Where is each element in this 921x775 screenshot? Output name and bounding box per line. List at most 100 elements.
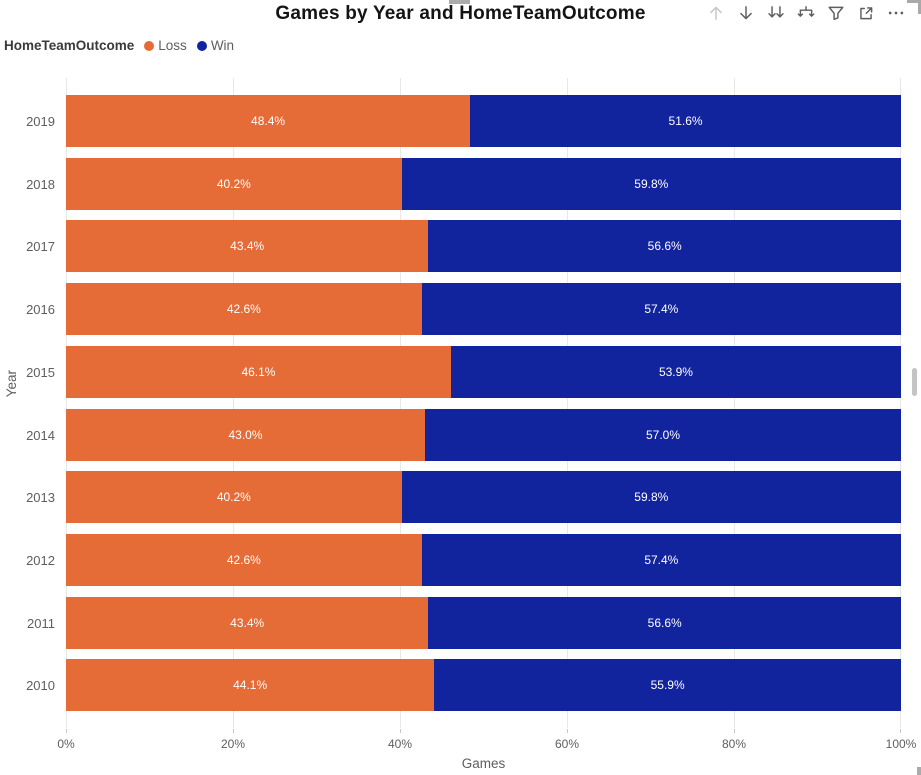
bar-data-label: 57.4% [644, 302, 679, 317]
bar-track: 40.2% 59.8% [66, 471, 901, 524]
gridline-20 [233, 78, 234, 728]
legend-swatch-loss [144, 40, 155, 51]
legend-item-label: Win [210, 38, 235, 53]
bar-track: 44.1% 55.9% [66, 659, 901, 712]
bar-track: 46.1% 53.9% [66, 345, 901, 398]
drill-up-icon [707, 4, 725, 22]
x-axis-tick [233, 729, 234, 733]
bar-segment-win[interactable]: 53.9% [450, 345, 901, 398]
bar-data-label: 42.6% [226, 552, 261, 567]
legend-item-loss[interactable]: Loss [144, 38, 187, 53]
gridline-80 [734, 78, 735, 728]
bar-segment-loss[interactable]: 40.2% [66, 471, 402, 524]
bar-segment-win[interactable]: 56.6% [428, 220, 901, 273]
bar-data-label: 43.0% [228, 427, 263, 442]
corner-handle-top-right[interactable] [907, 0, 921, 14]
x-axis-tick-label: 20% [220, 737, 246, 751]
bar-segment-win[interactable]: 59.8% [401, 157, 901, 210]
x-axis: 0% 20% 40% 60% 80% 100% [57, 729, 916, 755]
drill-down-icon[interactable] [737, 4, 755, 22]
bar-segment-loss[interactable]: 43.4% [66, 220, 429, 273]
bar-segment-loss[interactable]: 42.6% [66, 533, 422, 586]
x-axis-tick-label: 80% [721, 737, 747, 751]
more-options-icon[interactable] [887, 4, 905, 22]
bar-segment-loss[interactable]: 42.6% [66, 283, 422, 336]
y-axis-label: 2011 [27, 615, 55, 631]
bar-segment-win[interactable]: 59.8% [401, 471, 901, 524]
bar-segment-loss[interactable]: 44.1% [66, 659, 435, 712]
legend: HomeTeamOutcome Loss Win [4, 38, 244, 53]
gridline-60 [567, 78, 568, 728]
bar-track: 40.2% 59.8% [66, 157, 901, 210]
y-axis-label: 2013 [26, 490, 55, 506]
resize-handle-bottom-right[interactable] [917, 767, 921, 775]
bar-data-label: 53.9% [658, 364, 693, 379]
scrollbar-thumb[interactable] [912, 368, 917, 396]
bar-track: 43.4% 56.6% [66, 220, 901, 273]
y-axis-label: 2015 [26, 364, 55, 380]
expand-all-icon[interactable] [797, 4, 815, 22]
bar-row-2010: 2010 44.1% 55.9% [0, 654, 921, 717]
bar-data-label: 55.9% [650, 678, 685, 693]
bar-segment-win[interactable]: 57.0% [425, 408, 901, 461]
y-axis-title: Year [4, 370, 19, 398]
bar-data-label: 40.2% [216, 490, 251, 505]
x-axis-tick [567, 729, 568, 733]
gridline-100 [900, 78, 901, 728]
y-axis-label: 2016 [26, 302, 55, 318]
bar-data-label: 51.6% [668, 114, 703, 128]
bar-data-label: 57.4% [644, 552, 679, 567]
bar-data-label: 43.4% [230, 615, 265, 630]
bar-data-label: 48.4% [251, 114, 286, 128]
bar-segment-loss[interactable]: 43.0% [66, 408, 426, 461]
bar-segment-win[interactable]: 57.4% [421, 533, 901, 586]
bar-track: 43.0% 57.0% [66, 408, 901, 461]
bar-data-label: 59.8% [634, 176, 669, 191]
bar-segment-loss[interactable]: 43.4% [66, 596, 429, 649]
x-axis-tick [66, 729, 67, 733]
bar-data-label: 44.1% [233, 678, 268, 693]
y-axis-label: 2012 [26, 552, 55, 568]
x-axis-tick-label: 40% [387, 737, 413, 751]
bar-data-label: 46.1% [241, 364, 276, 379]
bar-track: 42.6% 57.4% [66, 283, 901, 336]
bar-segment-loss[interactable]: 40.2% [66, 157, 402, 210]
chart-title: Games by Year and HomeTeamOutcome [275, 3, 646, 24]
x-axis-tick [400, 729, 401, 733]
x-axis-tick-label: 60% [554, 737, 580, 751]
bar-row-2019: 2019 48.4% 51.6% [0, 90, 921, 153]
next-level-icon[interactable] [767, 4, 785, 22]
bar-track: 48.4% 51.6% [66, 95, 901, 147]
bar-row-2014: 2014 43.0% 57.0% [0, 404, 921, 467]
bar-row-2016: 2016 42.6% 57.4% [0, 278, 921, 341]
x-axis-tick-label: 100% [885, 737, 917, 751]
bar-segment-win[interactable]: 57.4% [421, 283, 901, 336]
gridline-40 [400, 78, 401, 728]
bar-segment-win[interactable]: 51.6% [470, 95, 901, 147]
bar-row-2012: 2012 42.6% 57.4% [0, 529, 921, 592]
bar-segment-win[interactable]: 56.6% [428, 596, 901, 649]
bar-track: 42.6% 57.4% [66, 533, 901, 586]
bar-row-2015: 2015 46.1% 53.9% [0, 341, 921, 404]
bar-segment-loss[interactable]: 46.1% [66, 345, 451, 398]
bar-data-label: 56.6% [647, 239, 682, 254]
gridline-0 [66, 78, 67, 728]
legend-item-win[interactable]: Win [196, 38, 235, 53]
plot-area [66, 78, 901, 728]
y-axis-label: 2014 [26, 427, 55, 443]
bar-segment-loss[interactable]: 48.4% [66, 95, 471, 147]
y-axis-label: 2017 [26, 239, 55, 255]
bar-row-2011: 2011 43.4% 56.6% [0, 592, 921, 655]
legend-item-label: Loss [158, 38, 187, 53]
y-axis-label: 2010 [26, 678, 55, 694]
bar-segment-win[interactable]: 55.9% [434, 659, 901, 712]
bar-track: 43.4% 56.6% [66, 596, 901, 649]
bar-data-label: 42.6% [226, 302, 261, 317]
filter-icon[interactable] [827, 4, 845, 22]
drag-handle-top[interactable] [449, 0, 470, 4]
x-axis-tick-label: 0% [57, 737, 75, 751]
x-axis-tick [900, 729, 901, 733]
bar-row-2017: 2017 43.4% 56.6% [0, 215, 921, 278]
focus-mode-icon[interactable] [857, 4, 875, 22]
